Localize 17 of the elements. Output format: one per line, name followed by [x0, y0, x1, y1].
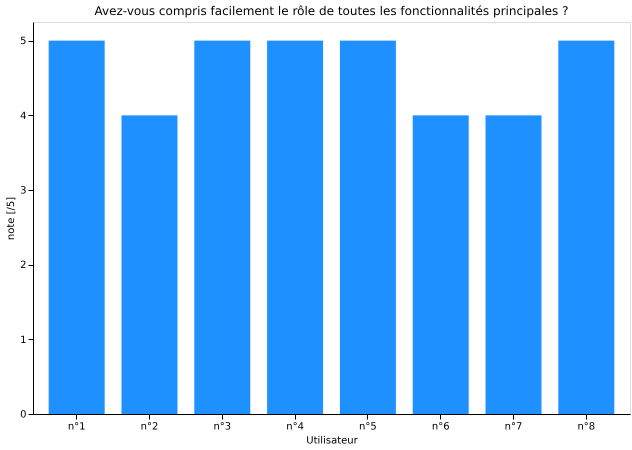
x-tick-label: n°7 [504, 422, 522, 432]
y-tick-label: 5 [20, 36, 26, 48]
y-tick-label: 4 [20, 110, 26, 122]
x-tick-label: n°5 [359, 422, 377, 432]
y-tick-label: 2 [20, 260, 26, 272]
x-tick-label: n°6 [432, 422, 450, 432]
y-axis-title: note [/5] [6, 196, 18, 240]
x-tick-label: n°1 [68, 422, 86, 432]
x-tick-label: n°2 [140, 422, 158, 432]
y-tick-label: 1 [20, 334, 26, 346]
x-tick-label: n°8 [577, 422, 596, 432]
x-tick-label: n°4 [286, 422, 304, 432]
y-tick-label: 0 [20, 410, 26, 420]
x-axis-title: Utilisateur [306, 436, 359, 446]
chart-title: Avez-vous compris facilement le rôle de toutes les fonctionnalités principales ? [94, 4, 568, 18]
x-tick-label: n°3 [213, 422, 232, 432]
y-tick-label: 3 [20, 186, 26, 196]
